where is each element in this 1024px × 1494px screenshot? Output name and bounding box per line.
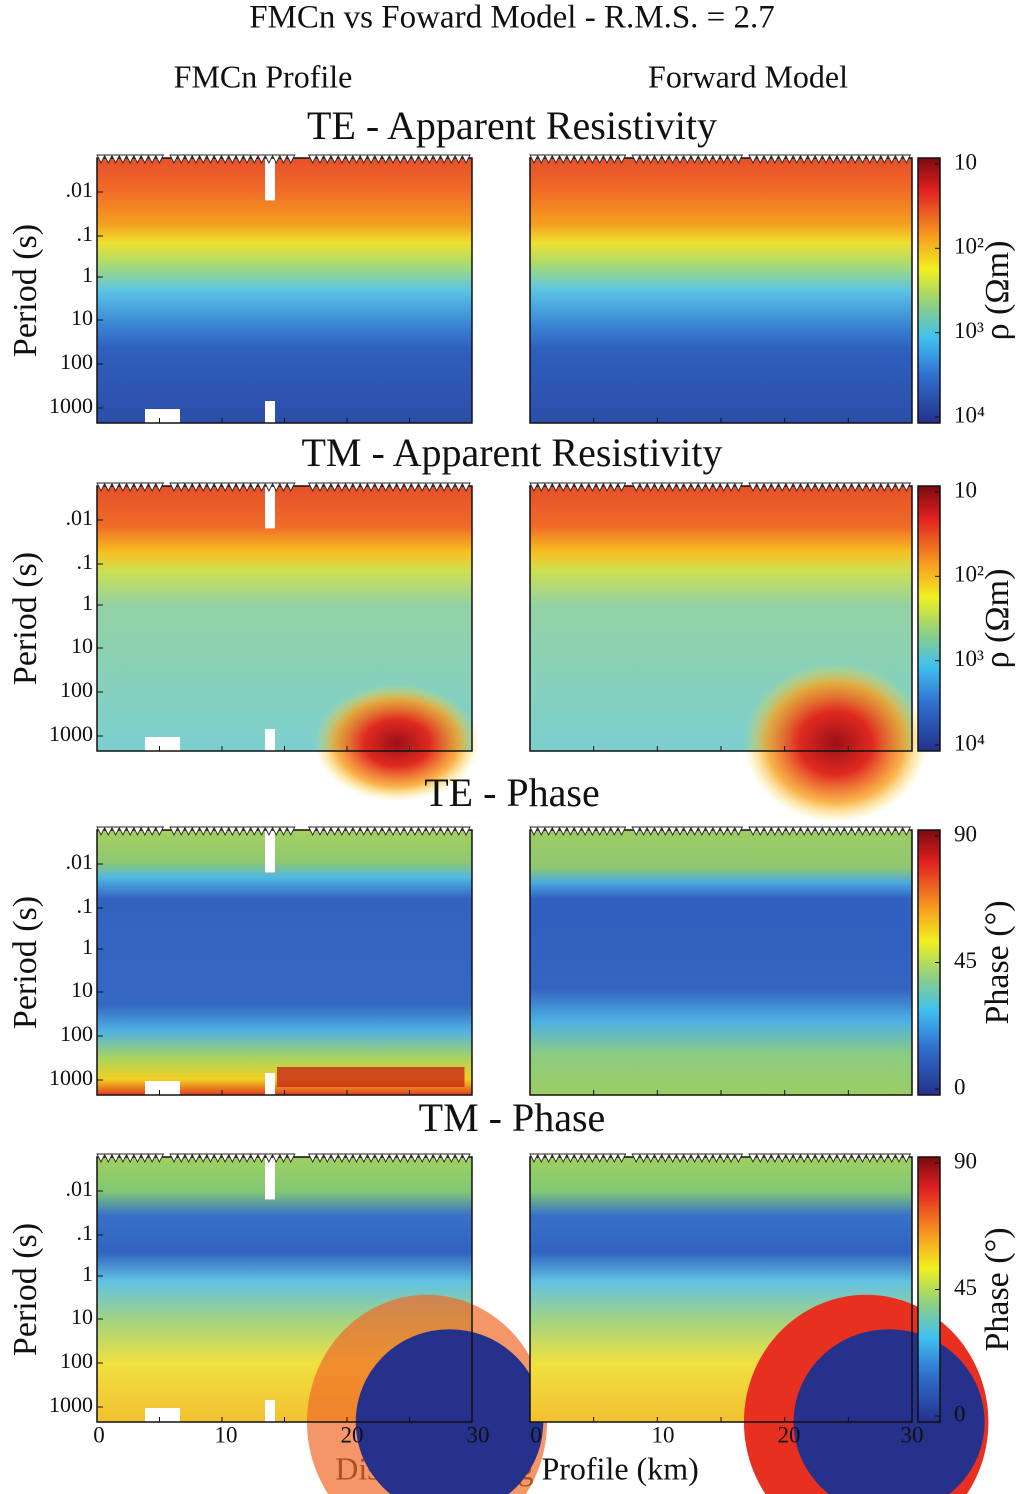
y-tick-label: .1 [77, 893, 94, 918]
y-tick-label: 10 [71, 305, 93, 330]
station-markers [529, 154, 912, 165]
y-tick-label: .1 [77, 549, 94, 574]
colorbar-tick-label: 10⁴ [954, 402, 985, 427]
x-tick-label: 10 [652, 1422, 675, 1447]
anomaly [355, 1329, 544, 1494]
colorbar [917, 485, 941, 752]
colorbar-tick-label: 45 [954, 948, 977, 973]
y-tick-label: 10 [71, 977, 93, 1002]
figure-title: FMCn vs Foward Model - R.M.S. = 2.7 [249, 0, 775, 36]
data-gap [265, 830, 275, 873]
data-gap [145, 737, 180, 751]
anomaly [743, 663, 928, 823]
y-tick-label: 1000 [49, 1392, 93, 1417]
colorbar-tick-label: 10⁴ [954, 730, 985, 755]
anomaly [314, 684, 480, 802]
y-tick-label: 1000 [49, 393, 93, 418]
y-axis-label: Period (s) [7, 552, 44, 685]
x-tick-label: 30 [467, 1422, 490, 1447]
anomaly [277, 1067, 465, 1087]
y-tick-label: .1 [77, 221, 94, 246]
colorbar-tick-label: 90 [954, 1148, 977, 1173]
data-gap [265, 401, 275, 423]
x-tick-label: 0 [530, 1422, 542, 1447]
y-tick-label: .01 [66, 1176, 94, 1201]
y-tick-label: 1 [82, 1261, 93, 1286]
y-tick-label: .1 [77, 1220, 94, 1245]
data-gap [265, 486, 275, 529]
y-tick-label: 100 [60, 677, 93, 702]
x-tick-label: 20 [778, 1422, 801, 1447]
panel-title: TM - Apparent Resistivity [301, 430, 722, 475]
colorbar-tick-label: 10² [954, 234, 984, 259]
colorbar-tick-label: 10 [954, 149, 977, 174]
panel-title: TM - Phase [419, 1095, 606, 1140]
station-markers [529, 482, 912, 493]
colorbar-tick-label: 90 [954, 821, 977, 846]
column-header: Forward Model [648, 58, 848, 94]
y-axis-label: Period (s) [7, 1223, 44, 1356]
colorbar-label: Phase (°) [979, 1227, 1016, 1351]
y-axis-label: Period (s) [7, 224, 44, 357]
data-gap [145, 409, 180, 423]
y-axis-label: Period (s) [7, 896, 44, 1029]
colorbar-tick-label: 0 [954, 1401, 966, 1426]
colorbar-tick-label: 10³ [954, 646, 984, 671]
y-tick-label: 1000 [49, 1065, 93, 1090]
data-gap [265, 158, 275, 201]
colorbar [917, 157, 941, 424]
y-tick-label: .01 [66, 849, 94, 874]
y-tick-label: 100 [60, 1348, 93, 1373]
y-tick-label: 10 [71, 1304, 93, 1329]
colorbar-tick-label: 10 [954, 477, 977, 502]
data-gap [265, 729, 275, 751]
section-image [530, 158, 912, 423]
y-tick-label: .01 [66, 505, 94, 530]
x-tick-label: 0 [93, 1422, 105, 1447]
y-tick-label: 100 [60, 349, 93, 374]
data-gap [265, 1073, 275, 1095]
colorbar-label: ρ (Ωm) [979, 241, 1016, 341]
data-gap [145, 1408, 180, 1422]
section-image [97, 158, 472, 423]
colorbar-tick-label: 0 [954, 1074, 966, 1099]
x-tick-label: 10 [215, 1422, 238, 1447]
colorbar-tick-label: 45 [954, 1275, 977, 1300]
x-tick-label: 30 [901, 1422, 924, 1447]
y-tick-label: 1 [82, 262, 93, 287]
x-tick-label: 20 [341, 1422, 364, 1447]
y-tick-label: 1 [82, 590, 93, 615]
column-header: FMCn Profile [174, 58, 353, 94]
station-markers [529, 1153, 912, 1164]
panel-title: TE - Apparent Resistivity [307, 103, 717, 148]
station-markers [96, 482, 471, 493]
colorbar-label: ρ (Ωm) [979, 569, 1016, 669]
station-markers [96, 154, 471, 165]
data-gap [265, 1400, 275, 1422]
colorbar-tick-label: 10² [954, 562, 984, 587]
colorbar-tick-label: 10³ [954, 318, 984, 343]
station-markers [96, 826, 471, 837]
station-markers [96, 1153, 471, 1164]
data-gap [145, 1081, 180, 1095]
data-gap [265, 1157, 275, 1200]
station-markers [529, 826, 912, 837]
y-tick-label: 100 [60, 1021, 93, 1046]
colorbar-label: Phase (°) [979, 900, 1016, 1024]
y-tick-label: 1 [82, 934, 93, 959]
panel-title: TE - Phase [424, 770, 600, 815]
section-image [97, 830, 472, 1095]
y-tick-label: .01 [66, 177, 94, 202]
section-image [530, 830, 912, 1095]
y-tick-label: 10 [71, 633, 93, 658]
y-tick-label: 1000 [49, 721, 93, 746]
